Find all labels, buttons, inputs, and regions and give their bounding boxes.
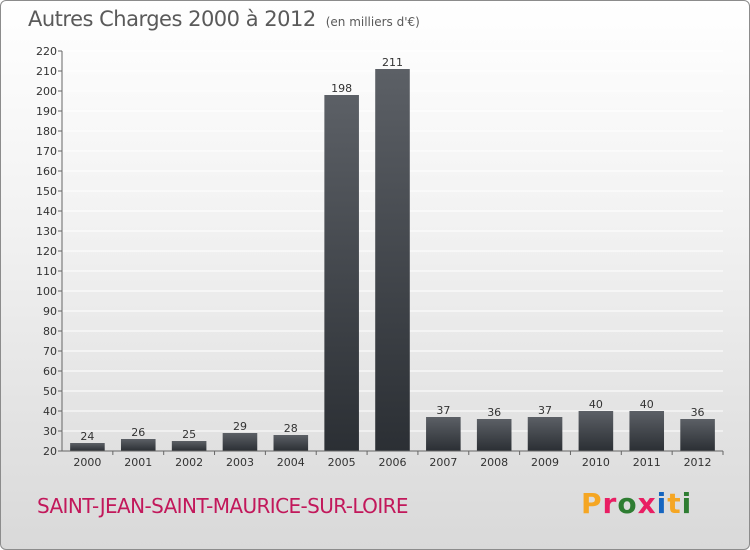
x-tick-label: 2008 bbox=[480, 456, 508, 469]
x-tick-label: 2002 bbox=[175, 456, 203, 469]
town-name: SAINT-JEAN-SAINT-MAURICE-SUR-LOIRE bbox=[37, 494, 409, 518]
data-label: 29 bbox=[233, 420, 247, 433]
data-label: 25 bbox=[182, 428, 196, 441]
y-tick-label: 80 bbox=[43, 325, 57, 338]
logo-letter: x bbox=[637, 487, 657, 520]
data-labels: 24 26 25 29 28 198 211 37 36 37 40 40 36 bbox=[80, 56, 704, 443]
x-tick-label: 2007 bbox=[429, 456, 457, 469]
x-tick-label: 2001 bbox=[124, 456, 152, 469]
logo-letter: i bbox=[681, 487, 693, 520]
data-label: 24 bbox=[80, 430, 94, 443]
x-tick-label: 2009 bbox=[531, 456, 559, 469]
y-tick-label: 180 bbox=[36, 125, 57, 138]
chart-title-text: Autres Charges 2000 à 2012 bbox=[28, 7, 316, 31]
x-tick-label: 2006 bbox=[379, 456, 407, 469]
bar bbox=[324, 95, 359, 451]
x-tick-label: 2000 bbox=[73, 456, 101, 469]
y-tick-label: 90 bbox=[43, 305, 57, 318]
y-tick-label: 120 bbox=[36, 245, 57, 258]
bar bbox=[426, 417, 461, 451]
y-tick-label: 190 bbox=[36, 105, 57, 118]
logo-letter: r bbox=[602, 487, 618, 520]
data-label: 37 bbox=[436, 404, 450, 417]
y-tick-label: 30 bbox=[43, 425, 57, 438]
bars bbox=[70, 69, 715, 451]
data-label: 211 bbox=[382, 56, 403, 69]
y-tick-label: 100 bbox=[36, 285, 57, 298]
data-label: 36 bbox=[691, 406, 705, 419]
data-label: 26 bbox=[131, 426, 145, 439]
y-tick-label: 110 bbox=[36, 265, 57, 278]
data-label: 28 bbox=[284, 422, 298, 435]
chart-subtitle: (en milliers d'€) bbox=[325, 15, 420, 29]
x-tick-label: 2005 bbox=[328, 456, 356, 469]
bar bbox=[476, 419, 512, 451]
y-tick-label: 160 bbox=[36, 165, 57, 178]
bar bbox=[273, 435, 309, 451]
x-tick-label: 2011 bbox=[633, 456, 661, 469]
bar bbox=[171, 441, 207, 451]
bar bbox=[375, 69, 410, 451]
y-tick-label: 170 bbox=[36, 145, 57, 158]
x-tick-label: 2012 bbox=[684, 456, 712, 469]
y-tick-label: 150 bbox=[36, 185, 57, 198]
bar bbox=[70, 443, 105, 451]
x-tick-label: 2003 bbox=[226, 456, 254, 469]
y-tick-label: 50 bbox=[43, 385, 57, 398]
x-tick-label: 2004 bbox=[277, 456, 305, 469]
logo-letter: o bbox=[617, 487, 638, 520]
bar bbox=[629, 411, 665, 451]
data-label: 36 bbox=[487, 406, 501, 419]
data-label: 40 bbox=[640, 398, 654, 411]
y-tick-label: 130 bbox=[36, 225, 57, 238]
chart-title: Autres Charges 2000 à 2012 (en milliers d… bbox=[28, 7, 420, 31]
y-tick-label: 60 bbox=[43, 365, 57, 378]
x-tick-labels: 2000 2001 2002 2003 2004 2005 2006 2007 2008 2009… bbox=[73, 451, 724, 469]
logo-letter: i bbox=[656, 487, 668, 520]
y-tick-label: 220 bbox=[36, 45, 57, 58]
logo-letter: t bbox=[667, 487, 682, 520]
data-label: 37 bbox=[538, 404, 552, 417]
y-tick-label: 70 bbox=[43, 345, 57, 358]
y-tick-label: 140 bbox=[36, 205, 57, 218]
y-tick-label: 20 bbox=[43, 445, 57, 458]
bar bbox=[680, 419, 715, 451]
bar bbox=[578, 411, 614, 451]
y-tick-labels: 20 30 40 50 60 70 80 90 100 110 120 130 140 150 160 170… bbox=[36, 45, 62, 458]
bar bbox=[527, 417, 563, 451]
bar bbox=[222, 433, 258, 451]
logo-letter: P bbox=[581, 487, 603, 520]
x-tick-label: 2010 bbox=[582, 456, 610, 469]
y-tick-label: 210 bbox=[36, 65, 57, 78]
bar bbox=[120, 439, 156, 451]
y-tick-label: 200 bbox=[36, 85, 57, 98]
proxiti-logo: Proxiti bbox=[581, 487, 692, 520]
data-label: 198 bbox=[331, 82, 352, 95]
data-label: 40 bbox=[589, 398, 603, 411]
y-tick-label: 40 bbox=[43, 405, 57, 418]
